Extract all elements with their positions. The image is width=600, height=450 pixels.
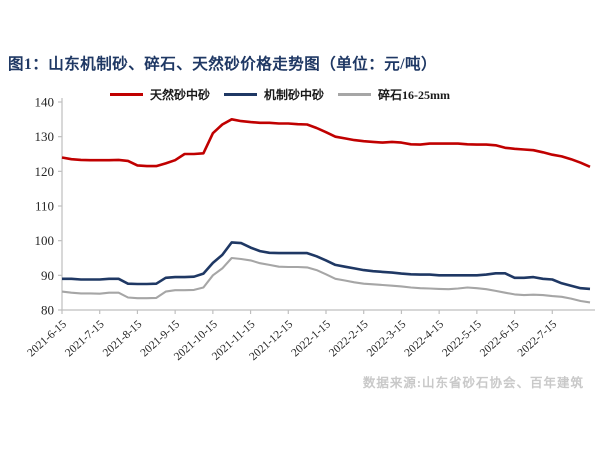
x-tick-label: 2022-6-15 xyxy=(478,318,522,359)
legend-label: 机制砂中砂 xyxy=(264,88,325,102)
y-tick-label: 120 xyxy=(35,164,55,179)
x-tick-label: 2022-5-15 xyxy=(440,318,484,359)
x-tick-label: 2022-7-15 xyxy=(516,318,560,359)
legend-item-gravel: 碎石16-25mm xyxy=(338,86,450,103)
x-tick-label: 2021-8-15 xyxy=(101,318,145,359)
price-chart: 80901001101201301402021-6-152021-7-15202… xyxy=(25,95,595,363)
y-tick-label: 130 xyxy=(35,129,55,144)
legend-item-machine-sand: 机制砂中砂 xyxy=(224,86,324,103)
y-tick-label: 110 xyxy=(35,199,54,214)
data-source-note: 数据来源:山东省砂石协会、百年建筑 xyxy=(362,376,584,390)
x-tick-label: 2022-3-15 xyxy=(365,318,409,359)
y-tick-label: 100 xyxy=(35,233,55,248)
x-tick-label: 2021-6-15 xyxy=(25,318,69,359)
legend-item-natural-sand: 天然砂中砂 xyxy=(109,86,210,103)
series-line-天然砂中砂 xyxy=(61,117,591,168)
series-line-碎石16-25mm xyxy=(61,256,591,304)
legend-line-swatch-red xyxy=(109,93,143,96)
x-tick-label: 2022-2-15 xyxy=(327,318,371,359)
y-tick-label: 90 xyxy=(41,268,54,283)
x-tick-label: 2021-7-15 xyxy=(63,318,107,359)
x-tick-label: 2022-1-15 xyxy=(289,318,333,359)
legend-label: 碎石16-25mm xyxy=(378,88,451,102)
legend-label: 天然砂中砂 xyxy=(149,88,210,102)
series-line-机制砂中砂 xyxy=(62,241,591,291)
legend-line-swatch-gray xyxy=(338,93,372,96)
figure-title: 图1：山东机制砂、碎石、天然砂价格走势图（单位：元/吨） xyxy=(8,56,438,73)
chart-legend: 天然砂中砂 机制砂中砂 碎石16-25mm xyxy=(0,86,600,103)
y-tick-label: 80 xyxy=(41,303,54,318)
x-tick-label: 2022-4-15 xyxy=(403,318,447,359)
y-tick-label: 140 xyxy=(35,95,55,110)
legend-line-swatch-navy xyxy=(224,93,257,96)
chart-area: 80 90 100 110 120 130 140 2021-6-15 2021-7-15 202… xyxy=(0,95,600,395)
